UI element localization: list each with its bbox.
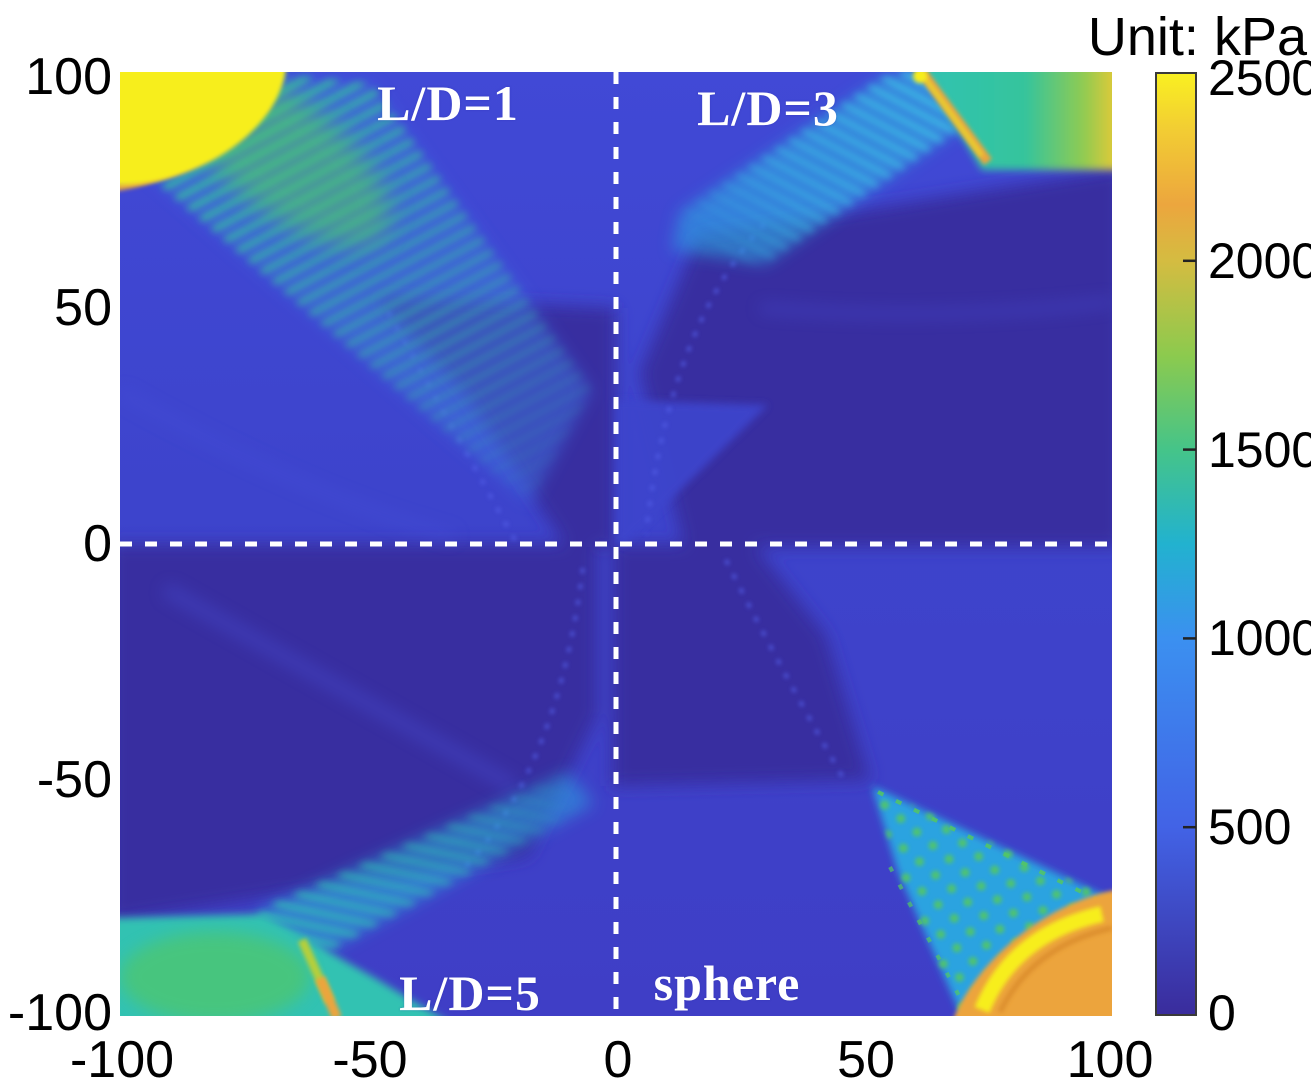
hot-lobe-ld3 [913,72,1112,170]
quadrant-dividers [120,72,1112,1016]
y-tick-label-0: 0 [83,515,112,573]
low-pressure-lobe-top-right [640,169,1112,547]
colorbar-tick-label-1000: 1000 [1208,610,1311,666]
light-wing-center [616,400,768,545]
x-tick-label-neg50: -50 [332,1031,408,1089]
colorbar-tick-label-1500: 1500 [1208,422,1311,478]
weak-shock-streaks [120,297,1112,794]
colorbar-unit-title: Unit: kPa [1087,7,1307,67]
shock-band-ld5 [260,772,594,964]
hot-lobe-ld1 [120,72,287,191]
y-tick-label-neg50: -50 [36,751,112,809]
colorbar-gradient [1155,72,1197,1016]
colorbar-tick-label-2000: 2000 [1208,233,1311,289]
y-tick-label-50: 50 [54,279,112,337]
x-tick-label-100: 100 [1066,1031,1154,1089]
shock-band-ld3 [672,72,972,264]
heatmap-field [120,72,1112,1016]
pressure-field-plot: L/D=1 L/D=3 L/D=5 sphere [120,72,1112,1021]
hot-lobe-sphere [945,887,1112,1016]
low-pressure-lobe-bottom-right [612,544,870,786]
quadrant-label-ld5: L/D=5 [399,965,541,1021]
y-tick-label-100: 100 [25,48,112,106]
colorbar [1155,72,1197,1016]
colorbar-tick-label-2500: 2500 [1208,50,1311,106]
quadrant-label-sphere: sphere [653,955,801,1011]
x-tick-label-neg100: -100 [69,1031,175,1089]
quadrant-label-ld3: L/D=3 [697,80,839,136]
hot-lobe-ld5 [120,914,439,1016]
y-tick-label-neg100: -100 [7,984,112,1042]
x-tick-label-0: 0 [603,1031,633,1089]
colorbar-tick-label-0: 0 [1208,985,1236,1041]
x-tick-label-50: 50 [837,1031,895,1089]
colorbar-tick-label-500: 500 [1208,799,1292,855]
quadrant-label-ld1: L/D=1 [377,75,519,131]
colorbar-tick-marks [1183,259,1196,829]
